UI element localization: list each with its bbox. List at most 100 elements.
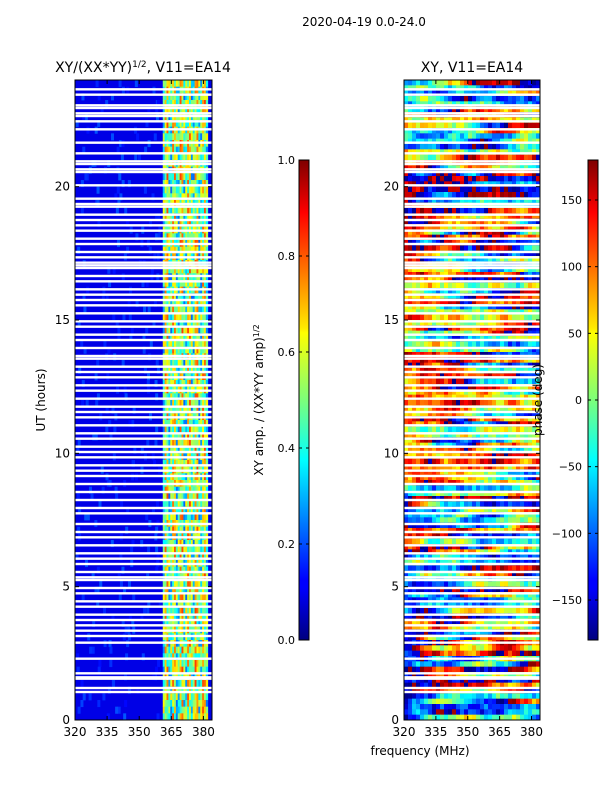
amplitude-heatmap-cell: [200, 100, 203, 108]
phase-heatmap-cell: [448, 293, 453, 300]
amplitude-heatmap-cell: [203, 213, 207, 221]
amplitude-heatmap-cell: [187, 653, 190, 661]
phase-heatmap-cell: [456, 298, 461, 305]
phase-heatmap-cell: [504, 298, 509, 305]
amplitude-heatmap-cell: [126, 246, 130, 254]
phase-heatmap-cell: [420, 416, 425, 422]
phase-heatmap-cell: [528, 304, 533, 310]
phase-heatmap-cell: [428, 128, 433, 134]
amplitude-heatmap-cell: [202, 380, 205, 388]
amplitude-heatmap-cell: [84, 173, 88, 181]
phase-heatmap-cell: [512, 282, 517, 289]
amplitude-heatmap-cell: [146, 440, 150, 448]
amplitude-heatmap-cell: [166, 366, 169, 374]
phase-heatmap-cell: [496, 144, 501, 150]
flagged-row: [75, 552, 212, 555]
flagged-row: [75, 197, 212, 200]
amplitude-heatmap-cell: [198, 686, 201, 694]
phase-heatmap-cell: [464, 266, 469, 273]
phase-heatmap-cell: [420, 256, 425, 262]
phase-heatmap-cell: [484, 144, 489, 150]
phase-heatmap-cell: [508, 389, 513, 396]
phase-heatmap-cell: [480, 80, 485, 86]
amplitude-heatmap-cell: [112, 266, 116, 274]
amplitude-heatmap-cell: [177, 206, 181, 214]
phase-heatmap-cell: [428, 192, 433, 198]
amplitude-heatmap-cell: [179, 306, 182, 314]
amplitude-heatmap-cell: [170, 680, 173, 688]
phase-heatmap-cell: [416, 314, 421, 321]
amplitude-colorbar-gradient: [298, 159, 310, 641]
amplitude-heatmap-cell: [179, 426, 182, 434]
phase-heatmap-cell: [508, 320, 513, 326]
amplitude-heatmap-cell: [177, 460, 181, 468]
flagged-row: [75, 338, 212, 342]
amplitude-heatmap-cell: [200, 246, 203, 254]
amplitude-heatmap-cell: [194, 586, 197, 594]
phase-heatmap-cell: [452, 282, 457, 289]
phase-heatmap-cell: [476, 186, 481, 193]
phase-heatmap-cell: [488, 154, 493, 161]
amplitude-heatmap-cell: [187, 680, 190, 688]
flagged-row: [75, 112, 212, 115]
phase-heatmap-cell: [456, 96, 461, 102]
amplitude-heatmap-cell: [192, 600, 196, 608]
amplitude-heatmap-cell: [190, 500, 194, 508]
amplitude-heatmap-cell: [205, 213, 209, 221]
amplitude-heatmap-cell: [174, 360, 177, 368]
phase-heatmap-cell: [464, 325, 469, 332]
phase-heatmap-cell: [504, 122, 509, 129]
phase-heatmap-cell: [420, 282, 425, 289]
phase-heatmap-cell: [496, 213, 501, 220]
amplitude-heatmap-cell: [200, 173, 203, 181]
phase-heatmap-cell: [460, 218, 465, 225]
amplitude-heatmap-cell: [175, 433, 179, 441]
amplitude-heatmap-cell: [124, 393, 128, 401]
phase-heatmap-cell: [428, 250, 433, 257]
phase-heatmap-cell: [472, 106, 477, 113]
amplitude-heatmap-cell: [205, 313, 209, 321]
amplitude-heatmap-cell: [164, 586, 167, 594]
amplitude-heatmap-cell: [112, 313, 116, 321]
phase-heatmap-cell: [496, 256, 501, 262]
phase-heatmap-cell: [468, 128, 473, 134]
amplitude-heatmap-cell: [78, 506, 82, 514]
amplitude-heatmap-cell: [162, 186, 166, 194]
amplitude-heatmap-cell: [181, 266, 184, 274]
amplitude-heatmap-cell: [166, 213, 169, 221]
amplitude-heatmap-cell: [205, 513, 209, 521]
amplitude-heatmap-cell: [162, 293, 166, 301]
amplitude-heatmap-cell: [181, 646, 184, 654]
amplitude-heatmap-cell: [192, 613, 196, 621]
phase-heatmap-cell: [452, 266, 457, 273]
amplitude-heatmap-cell: [164, 706, 167, 714]
phase-heatmap-cell: [500, 176, 505, 182]
phase-heatmap-cell: [536, 218, 540, 225]
flagged-row: [75, 536, 212, 539]
amplitude-heatmap-cell: [164, 440, 167, 448]
amplitude-heatmap-cell: [164, 146, 167, 154]
phase-heatmap-cell: [460, 282, 465, 289]
phase-heatmap-cell: [468, 256, 473, 262]
phase-heatmap-cell: [472, 314, 477, 321]
phase-heatmap-cell: [440, 314, 445, 321]
phase-heatmap-cell: [468, 325, 473, 332]
amplitude-heatmap-cell: [188, 433, 192, 441]
phase-heatmap-cell: [496, 314, 501, 321]
amplitude-heatmap-cell: [202, 100, 205, 108]
amplitude-heatmap-cell: [170, 706, 173, 714]
phase-heatmap-cell: [428, 416, 433, 422]
amplitude-heatmap-cell: [198, 580, 201, 588]
phase-heatmap-cell: [440, 250, 445, 257]
amplitude-heatmap-cell: [168, 320, 171, 328]
phase-heatmap-cell: [520, 384, 525, 390]
phase-heatmap-cell: [520, 341, 525, 348]
flagged-row: [75, 293, 212, 296]
amplitude-heatmap-cell: [187, 100, 190, 108]
phase-heatmap-cell: [456, 170, 461, 177]
phase-heatmap-cell: [488, 218, 493, 225]
amplitude-heatmap-cell: [168, 660, 171, 668]
phase-heatmap-cell: [512, 416, 517, 422]
phase-heatmap-cell: [472, 410, 477, 417]
amplitude-heatmap-cell: [192, 646, 196, 654]
